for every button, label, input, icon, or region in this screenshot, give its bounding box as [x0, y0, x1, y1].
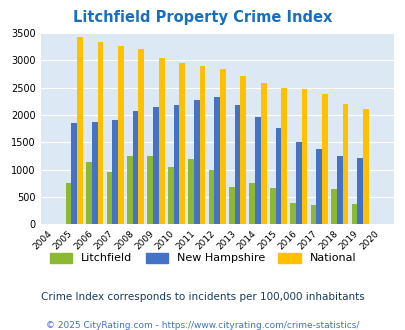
Bar [71, 123, 77, 224]
Bar [106, 172, 112, 224]
Text: Crime Index corresponds to incidents per 100,000 inhabitants: Crime Index corresponds to incidents per… [41, 292, 364, 302]
Bar [275, 128, 281, 224]
Bar [220, 69, 225, 224]
Bar [112, 120, 118, 224]
Bar [214, 97, 220, 224]
Legend: Litchfield, New Hampshire, National: Litchfield, New Hampshire, National [50, 253, 355, 263]
Bar [92, 122, 97, 224]
Bar [194, 100, 199, 224]
Bar [234, 105, 240, 224]
Bar [321, 94, 327, 224]
Bar [132, 111, 138, 224]
Bar [290, 203, 295, 224]
Bar [269, 188, 275, 224]
Bar [179, 63, 185, 224]
Text: © 2025 CityRating.com - https://www.cityrating.com/crime-statistics/: © 2025 CityRating.com - https://www.city… [46, 321, 359, 330]
Bar [301, 89, 307, 224]
Bar [208, 170, 214, 224]
Bar [336, 156, 342, 224]
Bar [362, 109, 368, 224]
Bar [66, 183, 71, 224]
Bar [356, 158, 362, 224]
Bar [173, 105, 179, 224]
Bar [127, 156, 132, 224]
Bar [330, 189, 336, 224]
Bar [188, 159, 194, 224]
Bar [281, 88, 286, 224]
Text: Litchfield Property Crime Index: Litchfield Property Crime Index [73, 10, 332, 25]
Bar [240, 76, 245, 224]
Bar [310, 205, 315, 224]
Bar [158, 58, 164, 224]
Bar [260, 83, 266, 224]
Bar [97, 42, 103, 224]
Bar [342, 104, 347, 224]
Bar [249, 183, 255, 224]
Bar [255, 117, 260, 224]
Bar [351, 204, 356, 224]
Bar [199, 66, 205, 224]
Bar [153, 107, 158, 224]
Bar [315, 149, 321, 224]
Bar [118, 46, 124, 224]
Bar [77, 37, 83, 224]
Bar [167, 167, 173, 224]
Bar [295, 142, 301, 224]
Bar [228, 187, 234, 224]
Bar [86, 161, 92, 224]
Bar [147, 156, 153, 224]
Bar [138, 49, 144, 224]
